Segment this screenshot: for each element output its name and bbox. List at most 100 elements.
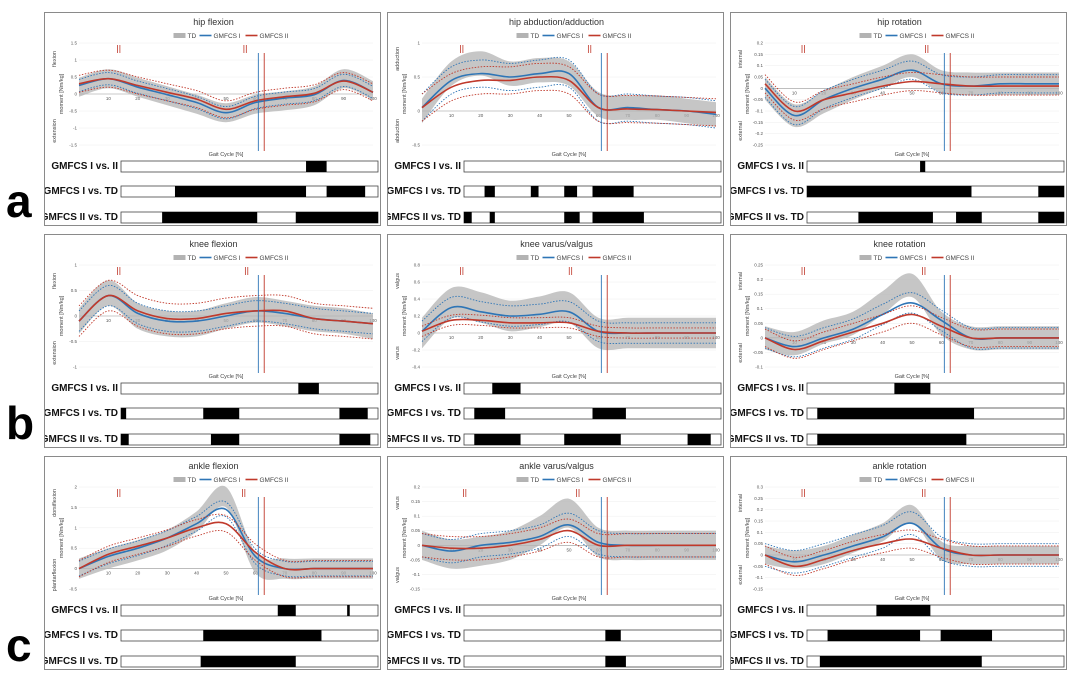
significance-segment [474,434,521,445]
svg-text:GMFCS I: GMFCS I [900,477,927,484]
svg-text:TD: TD [874,255,883,262]
y-tick-label: -0.1 [755,109,763,114]
comparison-track [806,211,1065,224]
y-axis-direction-bottom: external [738,343,744,363]
comparison-track [463,655,722,668]
y-axis-label: moment [Nm/kg] [59,517,65,558]
x-tick-label: 40 [880,557,886,562]
x-axis-label: Gait Cycle [%] [895,596,930,602]
significance-segment [464,212,472,223]
significance-segment [339,408,368,419]
x-tick-label: 100 [1055,340,1063,345]
y-tick-label: 1.5 [71,505,78,510]
y-axis-direction-bottom: extension [52,119,58,143]
x-tick-label: 50 [909,90,915,95]
y-tick-label: 0.2 [414,314,421,319]
chart-title: knee rotation [873,239,925,249]
series-gmfcs-i-mean [764,69,1059,117]
series-gmfcs-ii-mean [421,318,716,334]
legend-item-td: TD [173,477,197,484]
x-tick-label: 50 [223,96,229,101]
x-axis-label: Gait Cycle [%] [209,596,244,602]
x-tick-label: 50 [909,340,915,345]
comparison-label: GMFCS II vs. TD [731,212,804,223]
y-tick-label: -0.15 [753,587,764,592]
y-tick-label: 0 [760,86,763,91]
series-gmfcs-i-upper-sd [764,60,1059,107]
comparison-label: GMFCS I vs. TD [388,408,461,419]
y-tick-label: 0.2 [757,277,764,282]
comparison-row: GMFCS II vs. TD [731,211,1065,224]
chart-panel: ankle flexion TD GMFCS I GMFCS II -0.5 0 0.5 1 1… [44,456,381,670]
significance-segment [592,212,644,223]
legend-item-gmfcs-ii: GMFCS II [931,477,975,484]
comparison-label: GMFCS II vs. TD [45,656,118,667]
x-tick-label: 30 [851,340,857,345]
comparison-row: GMFCS I vs. II [394,382,722,395]
comparison-label: GMFCS II vs. TD [388,656,461,667]
significance-segment [940,630,993,641]
comparison-label: GMFCS I vs. II [737,383,804,394]
series-gmfcs-ii-upper-sd [78,279,374,309]
y-tick-label: 0.2 [414,485,421,490]
comparison-row: GMFCS II vs. TD [388,433,722,446]
comparison-row: GMFCS I vs. II [51,382,379,395]
legend-item-gmfcs-i: GMFCS I [542,33,584,40]
y-tick-label: -0.5 [412,143,420,148]
comparison-row: GMFCS I vs. II [737,160,1065,173]
y-tick-label: 0 [417,109,420,114]
series-gmfcs-i-upper-sd [78,72,374,108]
chart-title: hip flexion [193,17,234,27]
svg-text:GMFCS II: GMFCS II [260,33,289,40]
x-tick-label: 20 [478,113,484,118]
significance-segment [1038,186,1064,197]
x-tick-label: 10 [449,335,455,340]
legend-item-gmfcs-i: GMFCS I [885,33,927,40]
series-gmfcs-ii-lower-sd [764,322,1059,359]
significance-segment [121,434,129,445]
y-axis-direction-top: dorsiflexion [52,489,58,517]
chart-panel: ankle varus/valgus TD GMFCS I GMFCS II -0.15… [387,456,724,670]
comparison-row: GMFCS II vs. TD [388,655,722,668]
legend-item-td: TD [859,477,882,484]
series-gmfcs-i-lower-sd [78,305,374,335]
comparison-track [463,629,722,642]
comparison-row: GMFCS I vs. TD [388,407,722,420]
significance-segment [203,408,240,419]
x-tick-label: 100 [1055,557,1063,562]
event-marker [463,489,467,497]
chart-title: hip rotation [877,17,922,27]
x-tick-label: 100 [369,96,377,101]
legend-item-td: TD [173,33,196,40]
svg-text:TD: TD [188,477,197,484]
series-gmfcs-i-lower-sd [78,84,374,120]
comparison-row: GMFCS I vs. II [394,160,722,173]
y-axis-label: moment [Nm/kg] [745,73,751,114]
y-tick-label: -0.2 [412,348,420,353]
chart-panel: knee flexion TD GMFCS I GMFCS II -1 -0.5 0 0.5 1… [44,234,381,448]
comparison-row: GMFCS II vs. TD [45,655,379,668]
significance-segment [298,383,319,394]
x-tick-label: 100 [712,547,720,552]
y-tick-label: 0 [760,335,763,340]
y-tick-label: -0.1 [755,365,763,370]
series-gmfcs-i-upper-sd [78,284,374,314]
y-tick-label: 0.15 [411,499,420,504]
comparison-label: GMFCS I vs. TD [731,630,804,641]
x-tick-label: 10 [449,113,455,118]
y-tick-label: 0 [74,92,77,97]
event-marker [801,489,805,497]
significance-segment [339,434,371,445]
x-tick-label: 40 [880,90,886,95]
legend-item-gmfcs-ii: GMFCS II [245,33,289,40]
series-gmfcs-i-lower-sd [764,78,1059,126]
y-tick-label: 0.1 [757,530,764,535]
comparison-track [463,382,722,395]
moment-chart: knee rotation TD GMFCS I GMFCS II -0.1 -0.05 0… [731,239,1065,446]
comparison-row: GMFCS II vs. TD [45,211,379,224]
y-tick-label: 0 [417,331,420,336]
moment-chart: hip rotation TD GMFCS I GMFCS II -0.25 -0.2 -0… [731,17,1065,224]
comparison-row: GMFCS I vs. TD [731,407,1065,420]
series-gmfcs-ii-mean [78,77,374,111]
event-marker [242,489,246,497]
